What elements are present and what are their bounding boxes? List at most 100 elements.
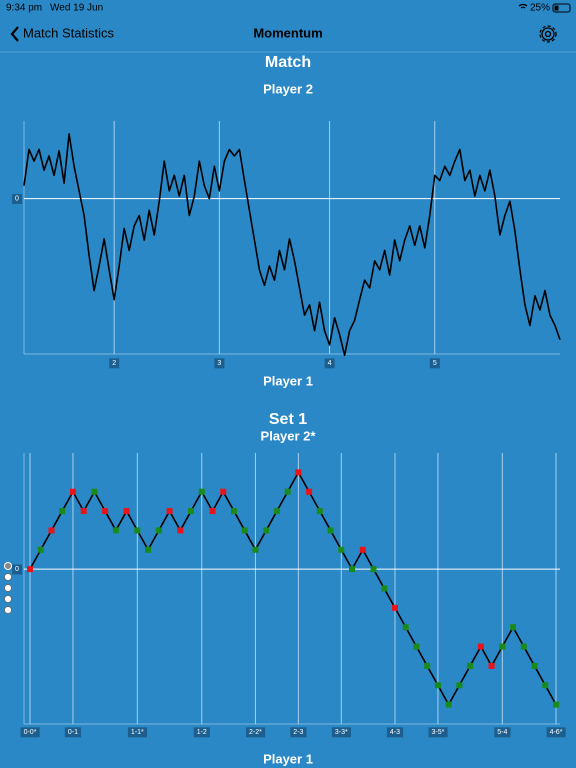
point-marker [198,488,205,495]
point-marker [424,662,431,669]
chart-title: Match [265,54,311,71]
point-marker [123,508,130,515]
point-marker [359,546,366,553]
x-tick-label: 5 [433,360,437,367]
y-tick-label-box [12,564,23,575]
x-tick-label: 4-3 [390,729,400,736]
point-marker [295,469,302,476]
x-tick-label: 4-6* [550,729,563,736]
point-marker [91,488,98,495]
x-tick-label: 3-3* [335,729,348,736]
point-marker [370,566,377,573]
x-tick-label: 1-1* [131,729,144,736]
point-marker [391,604,398,611]
x-tick-label: 4 [328,360,332,367]
point-marker [456,682,463,689]
point-marker [263,527,270,534]
point-marker [252,546,259,553]
x-tick-label: 5-4 [497,729,507,736]
x-tick-label-box [246,727,266,738]
point-marker [241,527,248,534]
bottom-label: Player 1 [263,373,313,388]
set-selector[interactable] [4,562,12,614]
x-tick-label-box [193,727,210,738]
point-marker [381,585,388,592]
x-tick-label-box [494,727,511,738]
back-button[interactable]: Match Statistics [23,25,115,40]
point-marker [188,508,195,515]
x-tick-label-box [20,727,40,738]
back-chevron[interactable] [10,26,19,42]
x-tick-label-box [428,727,448,738]
point-marker [553,701,559,708]
point-marker [48,527,55,534]
point-marker [445,701,452,708]
point-marker [209,508,216,515]
point-marker [488,662,495,669]
x-tick-label-box [386,727,404,738]
wifi-icon [518,3,528,9]
x-tick-label-box [546,727,566,738]
status-date: Wed 19 Jun [50,3,103,14]
point-marker [510,624,517,631]
point-marker [80,508,87,515]
point-marker [112,527,119,534]
x-tick-label-box [324,358,335,369]
y-tick-label-box [12,194,23,205]
point-marker [134,527,141,534]
point-marker [37,546,44,553]
point-marker [402,624,409,631]
x-tick-label: 2 [112,360,116,367]
point-marker [499,643,506,650]
x-tick-label-box [214,358,225,369]
settings-button[interactable] [539,25,557,43]
momentum-line [29,471,557,706]
point-marker [59,508,66,515]
point-marker [145,546,152,553]
x-tick-label-box [331,727,352,738]
point-marker [327,527,334,534]
point-marker [284,488,291,495]
point-marker [520,643,527,650]
point-marker [155,527,162,534]
x-tick-label: 3 [217,360,221,367]
status-battery: 25% [530,3,550,14]
point-marker [477,643,484,650]
chart-title: Set 1 [269,411,307,428]
point-marker [349,566,356,573]
top-label: Player 2* [261,428,317,443]
y-tick-label: 0 [15,196,19,203]
x-tick-label: 1-2 [197,729,207,736]
point-marker [542,682,549,689]
point-marker [27,566,33,573]
bottom-label: Player 1 [263,751,313,766]
y-tick-label: 0 [15,566,19,573]
momentum-line [23,133,561,357]
nav-title: Momentum [253,25,322,40]
point-marker [338,546,345,553]
point-marker [467,662,474,669]
status-time: 9:34 pm [6,3,42,14]
x-tick-label: 0-1 [68,729,78,736]
x-tick-label: 2-3 [293,729,303,736]
point-marker [434,682,441,689]
point-marker [273,508,280,515]
x-tick-label-box [290,727,307,738]
x-tick-label-box [109,358,120,369]
x-tick-label-box [127,727,148,738]
x-tick-label: 2-2* [249,729,262,736]
top-label: Player 2 [263,81,313,96]
point-marker [166,508,173,515]
x-tick-label-box [429,358,440,369]
point-marker [177,527,184,534]
point-marker [230,508,237,515]
x-tick-label: 0-0* [24,729,37,736]
point-marker [413,643,420,650]
point-marker [102,508,109,515]
point-marker [69,488,76,495]
point-marker [220,488,227,495]
point-marker [316,508,323,515]
battery-level [554,5,559,11]
